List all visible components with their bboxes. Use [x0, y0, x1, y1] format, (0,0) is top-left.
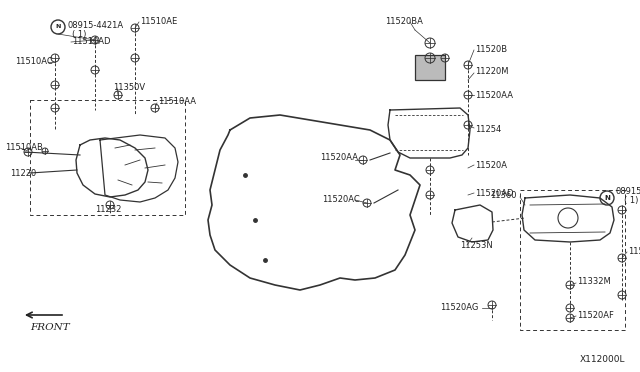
Text: 08915-4421A: 08915-4421A	[615, 187, 640, 196]
Text: 11520BA: 11520BA	[385, 17, 423, 26]
Text: 11360: 11360	[490, 192, 516, 201]
Text: 11332M: 11332M	[577, 278, 611, 286]
Text: FRONT: FRONT	[30, 324, 70, 333]
Text: ( 1): ( 1)	[72, 29, 86, 38]
Text: X112000L: X112000L	[579, 356, 625, 365]
Text: 11520AC: 11520AC	[322, 196, 360, 205]
Text: 11220M: 11220M	[475, 67, 509, 77]
Text: 11520AD: 11520AD	[475, 189, 513, 198]
Text: 11510AA: 11510AA	[158, 97, 196, 106]
Text: N: N	[604, 195, 610, 201]
Text: 11510AB: 11510AB	[5, 144, 43, 153]
Text: 11253N: 11253N	[460, 241, 493, 250]
Text: 11220: 11220	[10, 169, 36, 177]
Text: 11520AE: 11520AE	[628, 247, 640, 257]
Text: 11520AA: 11520AA	[320, 154, 358, 163]
Text: N: N	[55, 25, 61, 29]
Text: 11520B: 11520B	[475, 45, 507, 55]
Text: 08915-4421A: 08915-4421A	[67, 20, 123, 29]
Text: 11350V: 11350V	[113, 83, 145, 93]
Text: 11232: 11232	[95, 205, 122, 215]
Text: 11510AE: 11510AE	[140, 17, 177, 26]
Text: ( 1): ( 1)	[624, 196, 638, 205]
Text: 11510AD: 11510AD	[72, 38, 111, 46]
Text: 11254: 11254	[475, 125, 501, 135]
Text: 11510AC: 11510AC	[15, 58, 52, 67]
Text: 11520AA: 11520AA	[475, 90, 513, 99]
Text: 11520AF: 11520AF	[577, 311, 614, 320]
Text: 11520AG: 11520AG	[440, 304, 478, 312]
Text: 11520A: 11520A	[475, 160, 507, 170]
Bar	[415, 55, 445, 80]
